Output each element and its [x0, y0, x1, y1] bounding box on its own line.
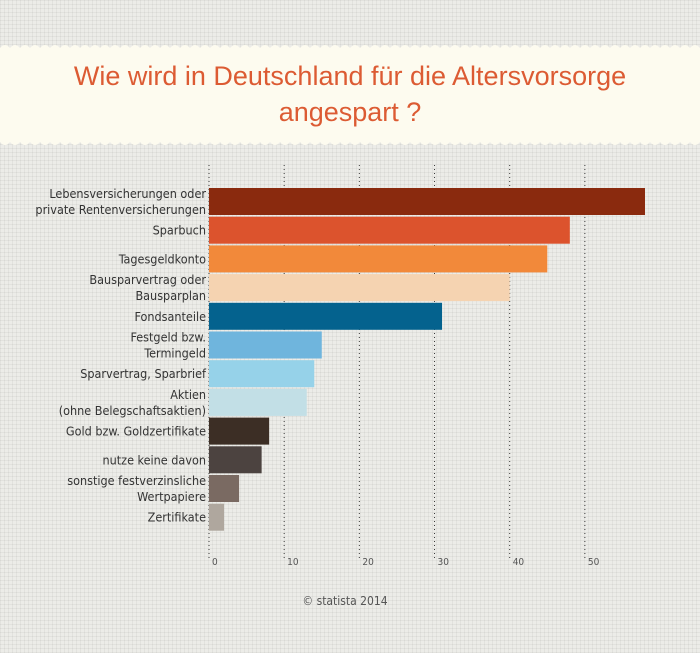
category-label: Termingeld — [143, 346, 206, 361]
category-label: Aktien — [170, 387, 206, 402]
category-label: Tagesgeldkonto — [118, 251, 206, 266]
bar-9 — [209, 446, 262, 474]
bar-5 — [209, 331, 322, 359]
copyright-notice: © statista 2014 — [302, 594, 388, 608]
category-label: Bausparvertrag oder — [89, 272, 206, 287]
category-label: Wertpapiere — [137, 489, 206, 504]
category-label: Fondsanteile — [134, 309, 206, 324]
category-label: Festgeld bzw. — [130, 330, 206, 345]
bar-7 — [209, 388, 307, 416]
category-label: Bausparplan — [135, 288, 206, 303]
chart-title-line-1: Wie wird in Deutschland für die Altersvo… — [73, 61, 627, 91]
bar-1 — [209, 216, 570, 244]
category-label: Sparvertrag, Sparbrief — [80, 366, 207, 381]
bar-6 — [209, 360, 315, 388]
x-tick-label: 0 — [212, 557, 218, 568]
category-label: sonstige festverzinsliche — [67, 473, 206, 488]
x-tick-label: 10 — [287, 557, 299, 568]
category-label: (ohne Belegschaftsaktien) — [59, 403, 206, 418]
bar-0 — [209, 188, 645, 215]
category-label: Gold bzw. Goldzertifikate — [66, 424, 206, 439]
banner-shape — [0, 45, 700, 145]
bar-10 — [209, 475, 240, 502]
x-tick-label: 40 — [513, 557, 525, 568]
category-label: nutze keine davon — [103, 452, 207, 467]
x-tick-label: 20 — [362, 557, 374, 568]
bar-8 — [209, 417, 270, 445]
category-label: Sparbuch — [153, 223, 206, 238]
category-label: Zertifikate — [148, 510, 206, 525]
bar-2 — [209, 245, 548, 273]
chart-title: Wie wird in Deutschland für die Altersvo… — [0, 58, 700, 130]
x-tick-label: 50 — [588, 557, 600, 568]
bar-3 — [209, 274, 510, 302]
category-label: private Rentenversicherungen — [35, 202, 206, 217]
chart-title-line-2: angespart ? — [278, 97, 422, 127]
x-tick-label: 30 — [438, 557, 450, 568]
bar-11 — [209, 503, 225, 531]
title-banner — [0, 45, 700, 145]
bar-4 — [209, 302, 443, 330]
category-label: Lebensversicherungen oder — [49, 186, 206, 201]
bars — [209, 188, 645, 531]
